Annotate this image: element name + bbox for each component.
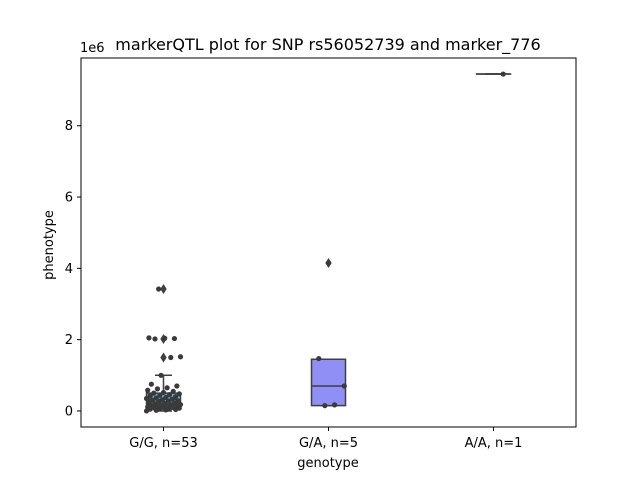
plot-frame — [80, 57, 577, 428]
y-tick-label: 0 — [65, 404, 73, 419]
data-point — [143, 395, 150, 402]
data-point — [170, 388, 176, 394]
data-point — [173, 394, 179, 400]
x-axis-label: genotype — [297, 456, 358, 471]
box — [310, 358, 347, 407]
y-offset-label: 1e6 — [80, 41, 105, 56]
data-point — [163, 394, 169, 401]
data-point — [341, 383, 347, 389]
data-point — [153, 395, 159, 401]
data-point — [316, 355, 322, 362]
data-point — [147, 393, 153, 399]
data-point — [171, 335, 178, 342]
data-point — [159, 397, 165, 403]
data-point — [146, 335, 152, 341]
data-point — [176, 391, 182, 397]
data-point — [500, 71, 506, 77]
data-point — [168, 354, 174, 361]
data-point — [174, 383, 180, 389]
x-tick-label: G/A, n=5 — [299, 436, 358, 451]
outlier-marker — [160, 352, 167, 363]
data-point — [169, 396, 175, 402]
data-point — [175, 398, 181, 404]
data-point — [152, 336, 158, 342]
y-axis-label: phenotype — [42, 210, 57, 280]
data-point — [331, 402, 338, 408]
y-tick-label: 4 — [65, 262, 73, 277]
x-tick-label: G/G, n=53 — [129, 436, 197, 451]
data-point — [156, 286, 162, 292]
data-point — [154, 386, 161, 392]
y-tick-label: 8 — [65, 119, 73, 134]
data-point — [177, 354, 184, 360]
data-point — [164, 385, 170, 391]
data-point — [160, 389, 167, 396]
data-point — [325, 260, 332, 266]
y-tick-label: 2 — [65, 333, 73, 348]
data-point — [166, 391, 173, 398]
data-point — [322, 403, 328, 409]
outlier-marker — [160, 284, 167, 295]
y-tick-label: 6 — [65, 191, 73, 206]
data-point — [148, 381, 154, 387]
data-point — [145, 387, 151, 393]
data-point — [158, 372, 164, 378]
data-point — [157, 392, 163, 398]
chart-title: markerQTL plot for SNP rs56052739 and ma… — [115, 35, 540, 55]
x-tick-label: A/A, n=1 — [465, 436, 523, 451]
data-point — [162, 335, 168, 341]
data-point — [151, 390, 157, 396]
